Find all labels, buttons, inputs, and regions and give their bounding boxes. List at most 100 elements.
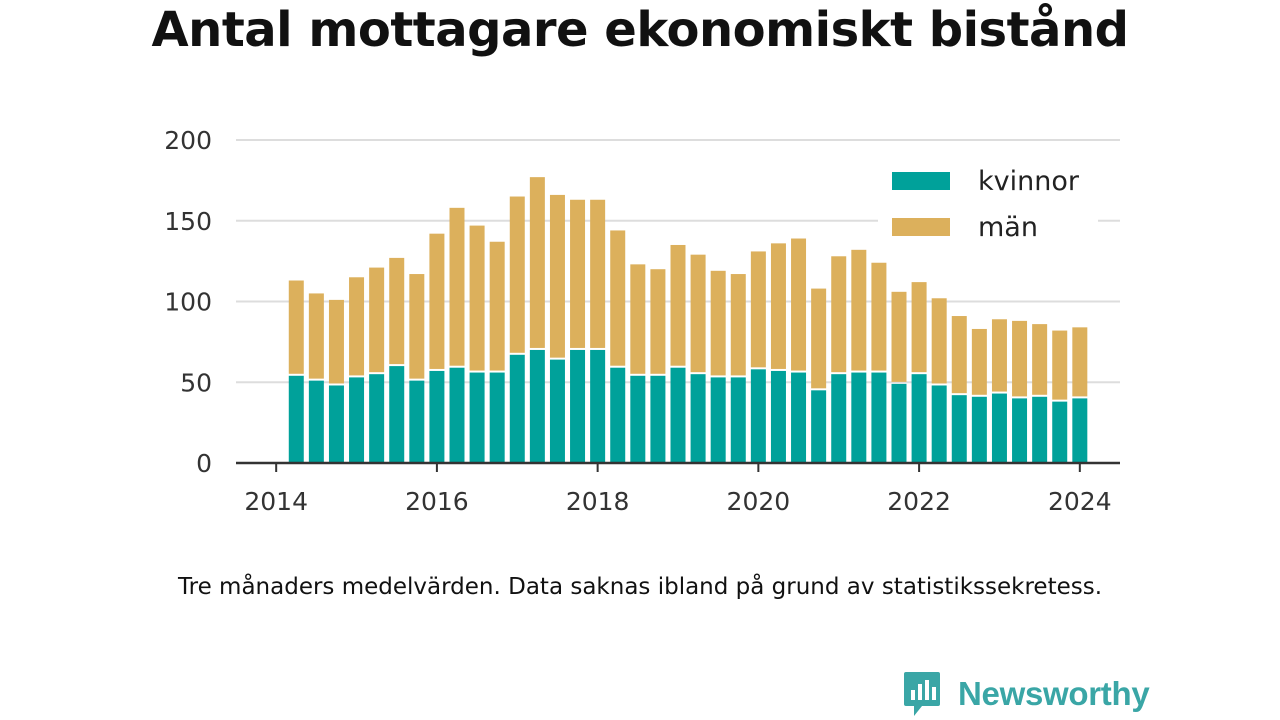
bar-kvinnor <box>831 374 847 463</box>
bar-kvinnor <box>630 375 646 463</box>
x-tick-label: 2020 <box>727 487 791 516</box>
bar-man <box>389 257 405 365</box>
bar-man <box>991 319 1007 392</box>
bar-man <box>931 298 947 384</box>
bar-man <box>489 241 505 371</box>
x-tick-label: 2016 <box>405 487 469 516</box>
bar-man <box>469 225 485 371</box>
bar-man <box>911 282 927 373</box>
bar-kvinnor <box>288 375 304 463</box>
bar-kvinnor <box>931 385 947 463</box>
legend-swatch-man <box>892 218 950 236</box>
y-tick-label: 200 <box>164 126 212 155</box>
bar-kvinnor <box>851 372 867 463</box>
bar-man <box>369 267 385 373</box>
bar-kvinnor <box>509 354 525 463</box>
bar-man <box>429 233 445 369</box>
bar-kvinnor <box>349 377 365 463</box>
bar-kvinnor <box>1032 396 1048 463</box>
y-tick-label: 150 <box>164 207 212 236</box>
bar-kvinnor <box>489 372 505 463</box>
bar-kvinnor <box>730 377 746 463</box>
bar-man <box>1012 320 1028 397</box>
bar-kvinnor <box>590 349 606 463</box>
stacked-bar-chart: 0 50 100 150 200 2014 2016 2018 2020 2022 2024 kv… <box>164 126 1120 516</box>
bar-man <box>650 269 666 374</box>
bar-kvinnor <box>389 366 405 463</box>
bar-man <box>851 249 867 371</box>
bar-man <box>308 293 324 379</box>
bar-man <box>690 254 706 373</box>
bar-kvinnor <box>670 367 686 463</box>
x-axis: 2014 2016 2018 2020 2022 2024 <box>236 461 1120 516</box>
bar-kvinnor <box>710 377 726 463</box>
bar-kvinnor <box>911 374 927 463</box>
chart-title: Antal mottagare ekonomiskt bistånd <box>151 2 1129 58</box>
bar-man <box>409 274 425 379</box>
bar-kvinnor <box>811 390 827 463</box>
bar-man <box>349 277 365 376</box>
bar-kvinnor <box>951 395 967 463</box>
bar-kvinnor <box>971 396 987 463</box>
x-tick-label: 2024 <box>1048 487 1112 516</box>
bar-kvinnor <box>549 359 565 463</box>
bar-man <box>449 207 465 366</box>
bar-man <box>1032 324 1048 395</box>
x-tick-label: 2014 <box>244 487 308 516</box>
bar-kvinnor <box>690 374 706 463</box>
x-tick-label: 2022 <box>887 487 951 516</box>
bar-man <box>630 264 646 374</box>
bar-kvinnor <box>1012 398 1028 463</box>
legend: kvinnor män <box>878 150 1098 245</box>
bar-kvinnor <box>1052 401 1068 463</box>
bar-kvinnor <box>328 385 344 463</box>
bar-kvinnor <box>570 349 586 463</box>
bar-man <box>730 274 746 376</box>
bar-kvinnor <box>871 372 887 463</box>
bar-man <box>328 299 344 384</box>
bar-kvinnor <box>308 380 324 463</box>
bar-man <box>770 243 786 369</box>
bar-man <box>791 238 807 371</box>
bar-kvinnor <box>991 393 1007 463</box>
bar-man <box>610 230 626 366</box>
legend-label-man: män <box>978 212 1038 243</box>
y-tick-label: 50 <box>180 368 212 397</box>
bar-man <box>549 194 565 358</box>
bar-man <box>288 280 304 374</box>
bar-man <box>831 256 847 373</box>
bar-kvinnor <box>449 367 465 463</box>
bar-man <box>971 328 987 395</box>
bar-kvinnor <box>429 370 445 463</box>
bar-kvinnor <box>650 375 666 463</box>
bar-man <box>951 316 967 394</box>
bar-man <box>1072 327 1088 397</box>
bar-man <box>871 262 887 371</box>
bar-man <box>570 199 586 348</box>
bar-kvinnor <box>1072 398 1088 463</box>
bar-man <box>811 288 827 389</box>
bar-kvinnor <box>770 370 786 463</box>
bar-kvinnor <box>409 380 425 463</box>
bar-man <box>710 270 726 376</box>
newsworthy-logo-icon <box>904 672 940 716</box>
bar-kvinnor <box>469 372 485 463</box>
legend-label-kvinnor: kvinnor <box>978 166 1080 197</box>
footnote: Tre månaders medelvärden. Data saknas ib… <box>177 574 1103 600</box>
bar-man <box>1052 330 1068 400</box>
bar-man <box>891 291 907 382</box>
legend-swatch-kvinnor <box>892 172 950 190</box>
bar-kvinnor <box>791 372 807 463</box>
bar-man <box>590 199 606 348</box>
bar-man <box>670 244 686 366</box>
brand-name: Newsworthy <box>958 675 1150 712</box>
bar-kvinnor <box>891 383 907 463</box>
bar-kvinnor <box>750 369 766 463</box>
bar-kvinnor <box>369 374 385 463</box>
bar-man <box>529 177 545 348</box>
bar-kvinnor <box>610 367 626 463</box>
x-tick-label: 2018 <box>566 487 630 516</box>
y-tick-label: 100 <box>164 288 212 317</box>
bars <box>288 177 1088 463</box>
newsworthy-logo: Newsworthy <box>902 670 1150 718</box>
